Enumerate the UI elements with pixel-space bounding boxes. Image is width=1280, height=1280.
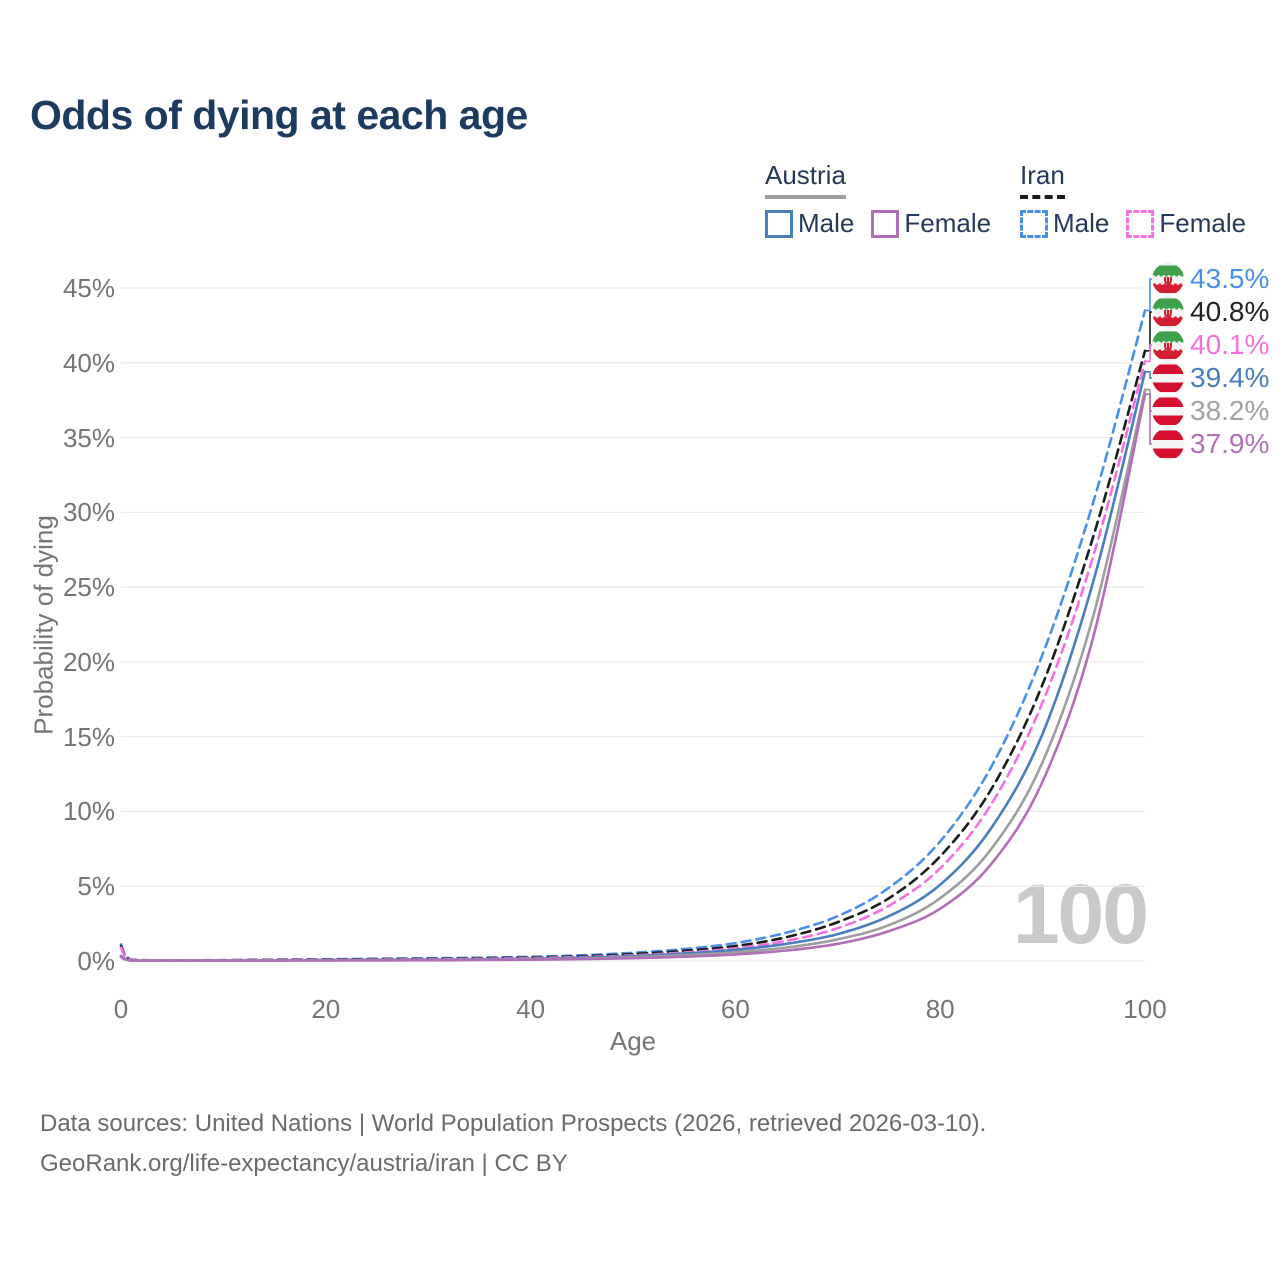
legend-item-iran-male[interactable]: Male — [1020, 208, 1109, 239]
legend-row-iran: Male Female — [1020, 208, 1246, 239]
y-tick-label: 35% — [62, 422, 115, 453]
page-title: Odds of dying at each age — [30, 92, 528, 138]
end-label-iran-both-sexes: ψ 40.8% — [1152, 295, 1269, 329]
x-tick-label: 20 — [311, 994, 341, 1024]
line-austria-both-sexes[interactable] — [119, 388, 1147, 962]
austria-female-swatch — [871, 209, 900, 238]
x-tick-label: 40 — [516, 994, 546, 1024]
end-label-value: 40.8% — [1190, 296, 1270, 327]
x-tick-label: 80 — [925, 994, 955, 1024]
x-tick-label: 100 — [1123, 994, 1167, 1024]
austria-male-swatch — [765, 209, 793, 238]
legend-row-austria: Male Female — [765, 208, 991, 239]
footer-sources: Data sources: United Nations | World Pop… — [40, 1110, 987, 1137]
y-tick-label: 10% — [62, 796, 115, 827]
legend-country-austria[interactable]: Austria — [765, 160, 846, 199]
y-tick-label: 45% — [62, 273, 115, 303]
y-tick-label: 5% — [77, 871, 115, 902]
austria-flag-icon — [1152, 428, 1184, 460]
legend-label-iran-male: Male — [1053, 208, 1110, 238]
austria-flag-icon — [1152, 362, 1184, 394]
end-label-austria-male: 39.4% — [1152, 361, 1269, 395]
iran-flag-icon: ψ — [1152, 263, 1184, 295]
line-austria-female[interactable] — [119, 392, 1147, 962]
legend-group-austria: Austria Male Female — [765, 160, 991, 239]
iran-flag-icon: ψ — [1152, 296, 1184, 328]
end-label-value: 39.4% — [1190, 362, 1270, 393]
end-label-value: 43.5% — [1190, 263, 1270, 294]
end-label-value: 37.9% — [1190, 428, 1270, 459]
legend-country-iran[interactable]: Iran — [1020, 160, 1065, 199]
end-label-austria-female: 37.9% — [1152, 427, 1269, 461]
y-tick-label: 25% — [62, 572, 115, 603]
legend-item-austria-female[interactable]: Female — [871, 208, 991, 239]
legend-item-austria-male[interactable]: Male — [765, 208, 854, 239]
y-tick-label: 15% — [62, 721, 115, 752]
iran-male-swatch — [1020, 209, 1048, 238]
legend-label-iran-female: Female — [1159, 208, 1247, 238]
end-label-iran-female: ψ 40.1% — [1152, 328, 1269, 362]
iran-female-swatch — [1126, 209, 1155, 238]
end-label-iran-male: ψ 43.5% — [1152, 262, 1269, 296]
end-label-austria-both-sexes: 38.2% — [1152, 394, 1269, 428]
legend-item-iran-female[interactable]: Female — [1126, 208, 1246, 239]
footer: Data sources: United Nations | World Pop… — [40, 1104, 986, 1184]
y-tick-label: 20% — [62, 646, 115, 677]
footer-attribution[interactable]: GeoRank.org/life-expectancy/austria/iran… — [40, 1150, 568, 1177]
legend-label-austria-male: Male — [798, 208, 855, 238]
end-label-value: 38.2% — [1190, 395, 1270, 426]
line-iran-female[interactable] — [119, 360, 1147, 962]
y-tick-label: 30% — [62, 497, 115, 528]
legend-label-austria-female: Female — [904, 208, 992, 238]
svg-text:ψ: ψ — [1163, 273, 1173, 287]
svg-text:ψ: ψ — [1163, 306, 1173, 320]
y-tick-label: 40% — [62, 347, 115, 378]
end-label-value: 40.1% — [1190, 329, 1270, 360]
line-iran-both-sexes[interactable] — [119, 349, 1147, 962]
x-tick-label: 60 — [720, 994, 750, 1024]
iran-flag-icon: ψ — [1152, 329, 1184, 361]
austria-flag-icon — [1152, 395, 1184, 427]
x-axis-title: Age — [609, 1026, 657, 1056]
svg-text:ψ: ψ — [1163, 339, 1173, 353]
y-tick-label: 0% — [77, 946, 115, 976]
legend-group-iran: Iran Male Female — [1020, 160, 1246, 239]
x-tick-label: 0 — [113, 994, 129, 1024]
plot-svg[interactable] — [0, 0, 1280, 1080]
line-austria-male[interactable] — [119, 370, 1147, 962]
